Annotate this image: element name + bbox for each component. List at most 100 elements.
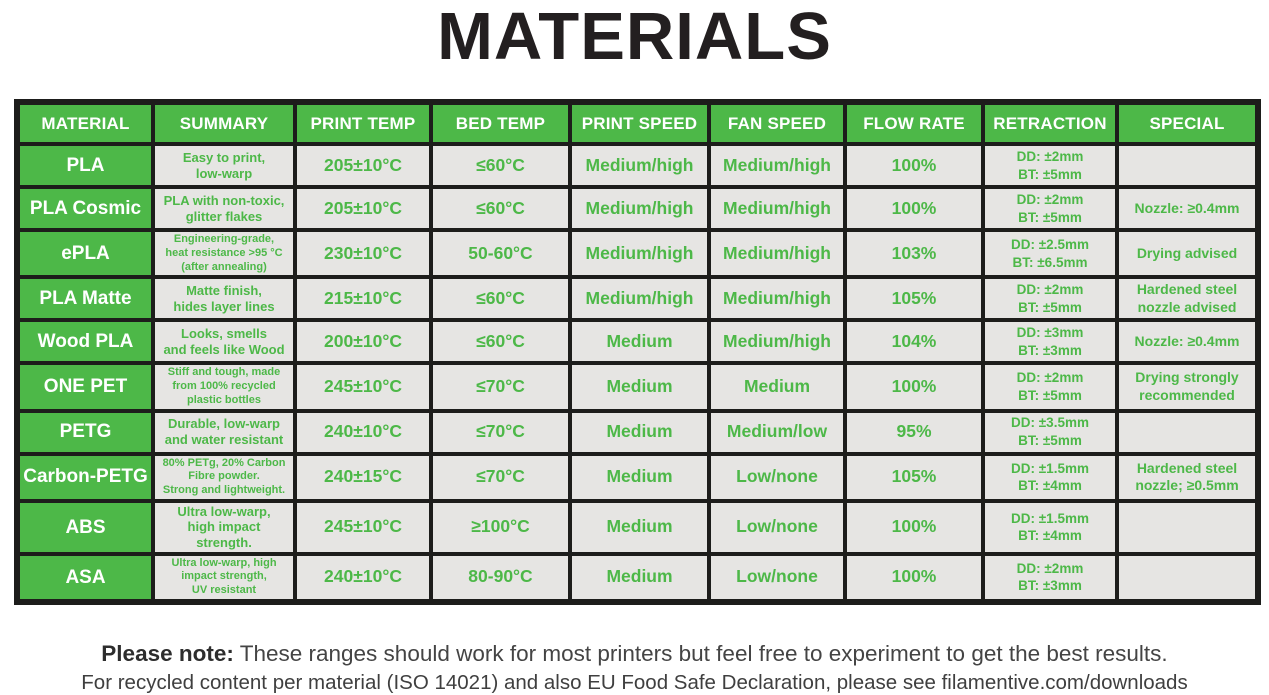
cell-retraction: DD: ±2.5mm BT: ±6.5mm [981,227,1119,280]
table-row: ONE PET Stiff and tough, made from 100% r… [15,361,1260,413]
cell-print_speed: Medium/high [568,227,711,280]
cell-retraction: DD: ±2mm BT: ±5mm [981,185,1119,232]
cell-special [1115,142,1260,189]
table-row: Wood PLA Looks, smells and feels like Woo… [15,318,1260,366]
cell-material: Wood PLA [15,318,155,366]
cell-summary: Durable, low-warp and water resistant [151,408,297,456]
cell-fan_speed: Medium/low [707,408,847,456]
footer-note-text: These ranges should work for most printe… [239,640,1168,666]
footer-note: Please note: These ranges should work fo… [14,641,1255,667]
cell-summary: Easy to print, low-warp [151,142,297,189]
cell-bed_temp: ≤60°C [429,185,572,232]
column-header-special: SPECIAL [1115,100,1260,146]
table-row: ASA Ultra low-warp, high impact strength,… [15,551,1260,604]
cell-retraction: DD: ±1.5mm BT: ±4mm [981,451,1119,503]
cell-print_speed: Medium [568,498,711,556]
table-row: Carbon-PETG 80% PETg, 20% Carbon Fibre po… [15,451,1260,503]
cell-flow_rate: 105% [843,451,985,503]
cell-fan_speed: Low/none [707,498,847,556]
table-row: PLA Easy to print, low-warp 205±10°C ≤60°C M… [15,142,1260,189]
cell-bed_temp: ≤60°C [429,318,572,366]
cell-fan_speed: Medium/high [707,227,847,280]
cell-retraction: DD: ±2mm BT: ±5mm [981,275,1119,323]
cell-fan_speed: Medium [707,361,847,413]
cell-fan_speed: Low/none [707,551,847,604]
cell-summary: Stiff and tough, made from 100% recycled… [151,361,297,413]
cell-flow_rate: 100% [843,361,985,413]
cell-print_temp: 245±10°C [293,361,433,413]
materials-table: MATERIAL SUMMARY PRINT TEMP BED TEMP PRINT S… [14,99,1261,605]
footer-note-label: Please note: [101,640,234,666]
cell-special: Drying strongly recommended [1115,361,1260,413]
cell-material: PLA Matte [15,275,155,323]
cell-material: ePLA [15,227,155,280]
cell-retraction: DD: ±2mm BT: ±5mm [981,142,1119,189]
cell-flow_rate: 100% [843,551,985,604]
cell-retraction: DD: ±3.5mm BT: ±5mm [981,408,1119,456]
cell-print_temp: 240±10°C [293,408,433,456]
cell-flow_rate: 100% [843,185,985,232]
cell-print_temp: 230±10°C [293,227,433,280]
cell-bed_temp: ≤70°C [429,451,572,503]
cell-bed_temp: ≤70°C [429,408,572,456]
cell-material: ASA [15,551,155,604]
column-header-print_speed: PRINT SPEED [568,100,711,146]
cell-bed_temp: ≤70°C [429,361,572,413]
cell-material: ONE PET [15,361,155,413]
cell-fan_speed: Medium/high [707,185,847,232]
cell-bed_temp: 50-60°C [429,227,572,280]
cell-flow_rate: 100% [843,498,985,556]
column-header-print_temp: PRINT TEMP [293,100,433,146]
column-header-fan_speed: FAN SPEED [707,100,847,146]
cell-print_speed: Medium [568,318,711,366]
cell-flow_rate: 95% [843,408,985,456]
cell-fan_speed: Low/none [707,451,847,503]
table-row: PLA Cosmic PLA with non-toxic, glitter fl… [15,185,1260,232]
column-header-flow_rate: FLOW RATE [843,100,985,146]
cell-bed_temp: ≤60°C [429,142,572,189]
cell-print_temp: 200±10°C [293,318,433,366]
cell-summary: Ultra low-warp, high impact strength, UV… [151,551,297,604]
cell-retraction: DD: ±3mm BT: ±3mm [981,318,1119,366]
cell-flow_rate: 105% [843,275,985,323]
cell-print_temp: 205±10°C [293,142,433,189]
cell-special: Drying advised [1115,227,1260,280]
cell-summary: Ultra low-warp, high impact strength. [151,498,297,556]
column-header-retraction: RETRACTION [981,100,1119,146]
cell-summary: 80% PETg, 20% Carbon Fibre powder. Stron… [151,451,297,503]
cell-material: PLA Cosmic [15,185,155,232]
cell-bed_temp: ≥100°C [429,498,572,556]
column-header-material: MATERIAL [15,100,155,146]
column-header-summary: SUMMARY [151,100,297,146]
cell-print_speed: Medium/high [568,142,711,189]
footer-downloads-line: For recycled content per material (ISO 1… [81,670,1188,694]
cell-special [1115,498,1260,556]
table-row: PETG Durable, low-warp and water resistan… [15,408,1260,456]
cell-retraction: DD: ±1.5mm BT: ±4mm [981,498,1119,556]
cell-flow_rate: 104% [843,318,985,366]
cell-bed_temp: ≤60°C [429,275,572,323]
column-header-bed_temp: BED TEMP [429,100,572,146]
table-row: ePLA Engineering-grade, heat resistance >… [15,227,1260,280]
cell-material: Carbon-PETG [15,451,155,503]
cell-print_temp: 245±10°C [293,498,433,556]
cell-print_temp: 215±10°C [293,275,433,323]
cell-print_speed: Medium/high [568,185,711,232]
cell-material: ABS [15,498,155,556]
cell-print_speed: Medium [568,361,711,413]
cell-special: Hardened steel nozzle advised [1115,275,1260,323]
materials-sheet: MATERIALS MATERIAL SUMMARY PRINT TEMP BED T… [14,0,1261,695]
cell-special: Nozzle: ≥0.4mm [1115,185,1260,232]
cell-material: PLA [15,142,155,189]
cell-summary: PLA with non-toxic, glitter flakes [151,185,297,232]
cell-special [1115,551,1260,604]
cell-special: Nozzle: ≥0.4mm [1115,318,1260,366]
cell-flow_rate: 103% [843,227,985,280]
cell-print_speed: Medium [568,408,711,456]
cell-special: Hardened steel nozzle; ≥0.5mm [1115,451,1260,503]
cell-print_temp: 240±15°C [293,451,433,503]
table-body: PLA Easy to print, low-warp 205±10°C ≤60°C M… [15,142,1260,604]
cell-special [1115,408,1260,456]
page-title: MATERIALS [437,0,832,74]
cell-fan_speed: Medium/high [707,142,847,189]
